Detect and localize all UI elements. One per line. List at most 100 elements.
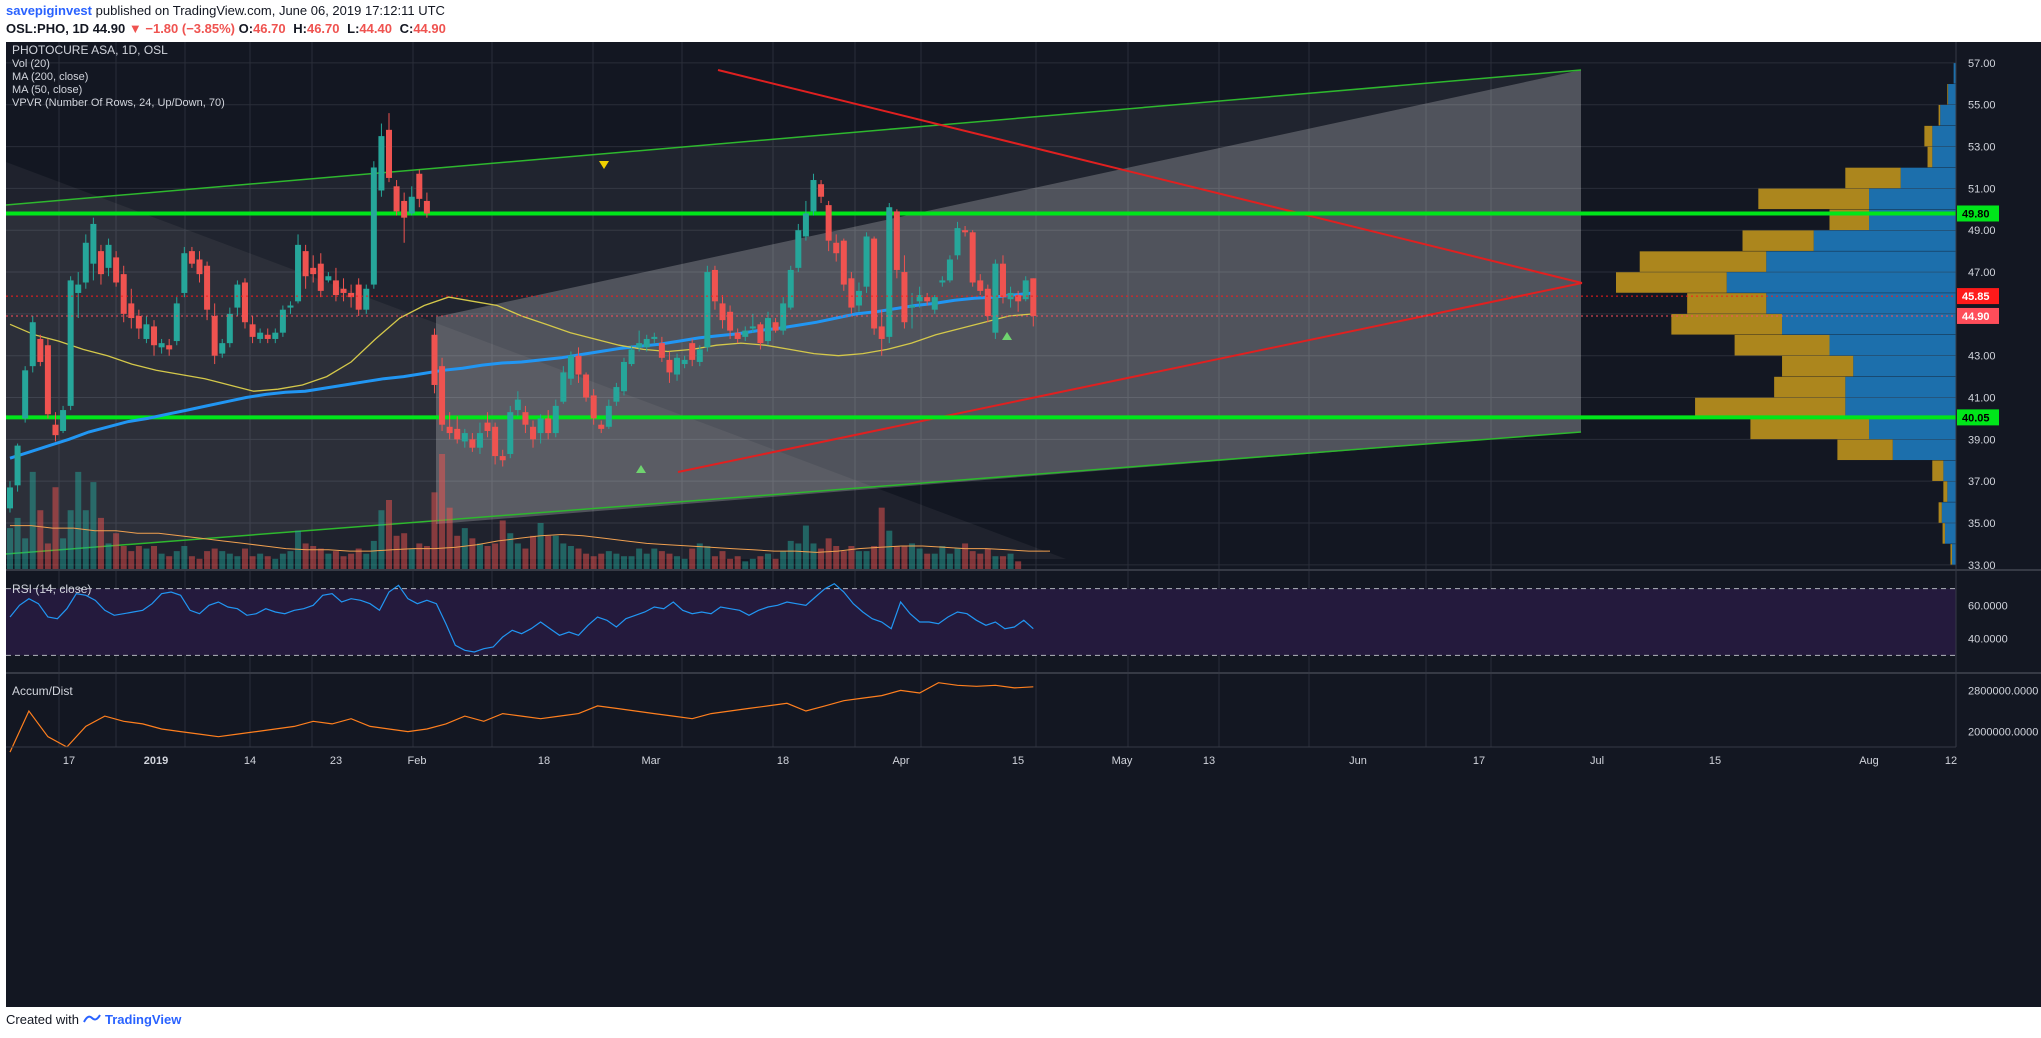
vpvr-down-bar: [1938, 502, 1942, 523]
candle-body: [924, 297, 931, 302]
price-badge: [1957, 307, 1999, 324]
down-arrow-icon: ▼: [128, 21, 142, 36]
candle-body: [408, 196, 415, 214]
chart-legend: PHOTOCURE ASA, 1D, OSL Vol (20) MA (200,…: [12, 43, 225, 698]
vpvr-up-bar: [1766, 251, 1956, 272]
candle-body: [969, 232, 976, 283]
legend-title: PHOTOCURE ASA, 1D, OSL: [12, 43, 168, 57]
tradingview-link[interactable]: TradingView: [104, 1012, 182, 1027]
candle-body: [863, 236, 870, 287]
candle-body: [393, 186, 400, 212]
vpvr-down-bar: [1943, 481, 1948, 502]
time-tick-label: Mar: [642, 755, 661, 767]
time-axis[interactable]: 17 2019 14 23 Feb 18 Mar 18 Apr 15 May 13 Jun 17 Jul 15…: [6, 746, 1957, 767]
candle-body: [173, 303, 180, 342]
candle-body: [871, 238, 878, 329]
price-tick-label: 51.00: [1968, 183, 1996, 195]
volume-bar: [818, 548, 825, 569]
candle-body: [567, 355, 574, 379]
volume-bar: [295, 530, 302, 569]
adl-line: [9, 682, 1034, 753]
volume-bar: [780, 551, 787, 569]
candle-body: [620, 361, 627, 392]
volume-bar: [492, 543, 499, 569]
candle-body: [151, 326, 158, 346]
volume-bar: [909, 543, 916, 569]
candle-body: [158, 343, 165, 348]
candle-body: [636, 343, 643, 348]
candle-body: [401, 200, 408, 218]
vpvr-down-bar: [1947, 84, 1949, 105]
candle-body: [37, 338, 44, 362]
time-tick-label: Feb: [408, 755, 427, 767]
price-axis[interactable]: 57.0055.0053.0051.0049.0047.0045.0043.00…: [1955, 42, 1999, 747]
time-tick-label: 18: [777, 755, 789, 767]
volume-bar: [810, 543, 817, 569]
candle-body: [977, 280, 984, 291]
candle-body: [378, 136, 385, 191]
volume-bar: [605, 551, 612, 569]
candle-body: [302, 251, 309, 277]
vpvr-down-bar: [1742, 230, 1814, 251]
candle-body: [325, 276, 332, 281]
author-link[interactable]: savepiginvest: [6, 3, 92, 18]
vpvr-down-bar: [1938, 104, 1941, 126]
volume-bar: [67, 510, 74, 569]
legend-vol: Vol (20): [12, 58, 50, 70]
volume-bar: [439, 454, 446, 569]
volume-bar: [393, 535, 400, 569]
candle-body: [878, 326, 885, 339]
volume-bar: [924, 553, 931, 569]
volume-bar: [999, 556, 1006, 569]
wedge-upper-line: [717, 69, 1583, 284]
vpvr-up-bar: [1829, 334, 1956, 356]
volume-bar: [310, 546, 317, 569]
candle-body: [742, 330, 749, 337]
candle-body: [181, 253, 188, 293]
time-tick-label: 18: [538, 755, 550, 767]
time-tick-label: Aug: [1859, 755, 1879, 767]
time-tick-label: 13: [1203, 755, 1215, 767]
volume-bar: [370, 540, 377, 569]
adl-tick-label: 2800000.0000: [1968, 685, 2038, 697]
candle-body: [514, 399, 521, 411]
volume-bar: [537, 523, 544, 569]
volume-bar: [272, 558, 279, 569]
volume-ma-line: [10, 525, 1050, 553]
vpvr-up-bar: [1845, 376, 1956, 398]
vpvr-up-bar: [1944, 523, 1956, 544]
candle-body: [931, 297, 938, 310]
candle-body: [1030, 278, 1037, 316]
candle-body: [423, 200, 430, 214]
candle-body: [128, 303, 135, 319]
candle-body: [135, 315, 142, 329]
vpvr-down-bar: [1750, 418, 1870, 440]
volume-bar: [143, 548, 150, 569]
price-tick-label: 33.00: [1968, 560, 1996, 572]
candle-body: [719, 303, 726, 321]
volume-bar: [711, 556, 718, 569]
last-price: 44.90: [92, 21, 126, 36]
price-badge: [1957, 409, 1999, 426]
volume-bar: [992, 556, 999, 569]
candle-body: [310, 267, 317, 275]
volume-bar: [378, 510, 385, 569]
candle-body: [772, 322, 779, 331]
price-tick-label: 47.00: [1968, 267, 1996, 279]
candle-body: [82, 242, 89, 283]
open-label: O:: [238, 21, 254, 36]
volume-bar: [939, 546, 946, 569]
candle-body: [60, 410, 67, 431]
close-value: 44.90: [413, 21, 446, 36]
volume-bar: [522, 548, 529, 569]
volume-bar: [401, 533, 408, 569]
volume-bar: [302, 543, 309, 569]
chart-frame[interactable]: 60.0000 40.0000 2800000.0000 2000000.0000 …: [5, 42, 2041, 1007]
vpvr-down-bar: [1932, 460, 1944, 481]
price-tick-label: 39.00: [1968, 434, 1996, 446]
high-value: 46.70: [306, 21, 340, 36]
candle-body: [825, 205, 832, 241]
candle-body: [886, 207, 893, 337]
volume-bar: [636, 548, 643, 569]
